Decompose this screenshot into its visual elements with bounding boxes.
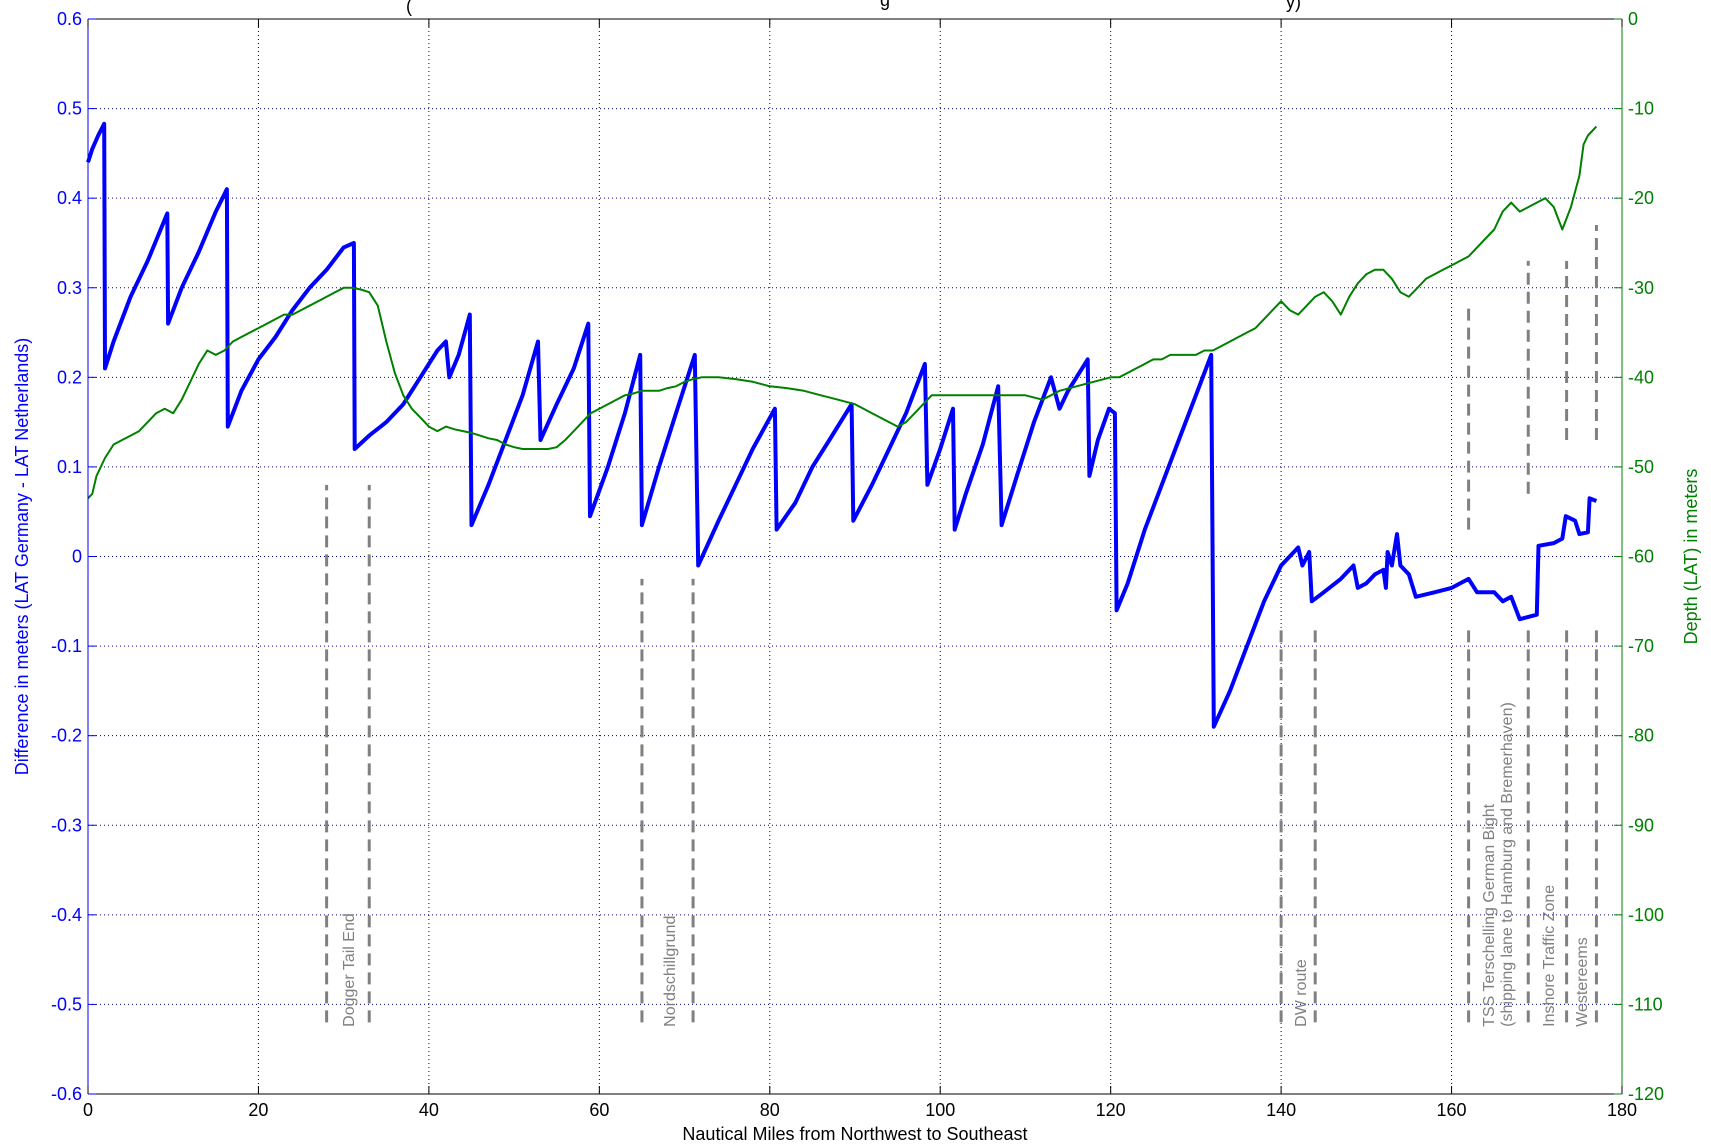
y-left-tick-label: 0.2 <box>57 367 82 387</box>
y-left-tick-label: 0.3 <box>57 278 82 298</box>
y-right-tick-label: -60 <box>1628 547 1654 567</box>
y-left-tick-label: -0.6 <box>51 1084 82 1104</box>
y-left-tick-label: 0.5 <box>57 99 82 119</box>
series-line-difference <box>86 121 1598 729</box>
x-tick-label: 180 <box>1607 1100 1637 1120</box>
x-tick-label: 100 <box>925 1100 955 1120</box>
annotation-labels: Dogger Tail End Nordschillgrund DW route TS… <box>341 702 1591 1027</box>
route-marker-lines <box>325 225 1598 1023</box>
x-tick-label: 60 <box>589 1100 609 1120</box>
y-right-tick-label: -100 <box>1628 905 1664 925</box>
y-left-tick-label: -0.2 <box>51 726 82 746</box>
x-tick-label: 120 <box>1096 1100 1126 1120</box>
y-right-tick-label: -30 <box>1628 278 1654 298</box>
y-right-tick-label: -20 <box>1628 188 1654 208</box>
title-fragment-left: ( <box>406 0 412 16</box>
y-right-tick-label: -120 <box>1628 1084 1664 1104</box>
annotation-label: DW route <box>1293 959 1310 1027</box>
y-axis-left-label: Difference in meters (LAT Germany - LAT … <box>12 338 32 776</box>
y-left-tick-label: -0.3 <box>51 815 82 835</box>
y-right-tick-label: -40 <box>1628 367 1654 387</box>
y-right-tick-label: -110 <box>1628 994 1663 1014</box>
annotation-label: Nordschillgrund <box>662 916 679 1027</box>
y-right-tick-label: -70 <box>1628 636 1654 656</box>
annotation-label: Westereems <box>1574 937 1591 1027</box>
x-tick-label: 20 <box>248 1100 268 1120</box>
annotation-label: Inshore Traffic Zone <box>1541 885 1558 1027</box>
x-axis-label: Nautical Miles from Northwest to Southea… <box>682 1124 1027 1144</box>
y-right-tick-label: -80 <box>1628 726 1654 746</box>
y-right-tick-label: 0 <box>1628 9 1638 29</box>
x-tick-label: 0 <box>83 1100 93 1120</box>
y-right-tick-label: -50 <box>1628 457 1654 477</box>
y-right-tick-label: -10 <box>1628 99 1654 119</box>
series-line-depth <box>87 125 1598 499</box>
y-left-tick-label: 0.4 <box>57 188 82 208</box>
x-tick-label: 80 <box>760 1100 780 1120</box>
y-left-tick-label: -0.4 <box>51 905 82 925</box>
annotation-label: Dogger Tail End <box>341 913 358 1027</box>
y-right-tick-label: -90 <box>1628 815 1654 835</box>
annotation-label: (shipping lane to Hamburg and Bremerhave… <box>1499 702 1516 1027</box>
title-fragment-right: y) <box>1286 0 1301 12</box>
y-left-tick-label: 0 <box>72 547 82 567</box>
title-fragment-middle: g <box>880 0 890 10</box>
y-axis-right-label: Depth (LAT) in meters <box>1681 469 1701 645</box>
annotation-label: TSS Terschelling German Bight <box>1481 803 1498 1026</box>
tick-labels: 0 20 40 60 80 100 120 140 160 180 -0.6 -0.5 -0.4 -0.3… <box>51 9 1664 1120</box>
x-tick-label: 40 <box>419 1100 439 1120</box>
series-lines <box>86 121 1598 729</box>
x-tick-label: 140 <box>1266 1100 1296 1120</box>
y-left-tick-label: 0.1 <box>57 457 82 477</box>
y-left-tick-label: -0.1 <box>51 636 82 656</box>
y-left-tick-label: -0.5 <box>51 994 82 1014</box>
y-left-tick-label: 0.6 <box>57 9 82 29</box>
x-tick-label: 160 <box>1437 1100 1467 1120</box>
